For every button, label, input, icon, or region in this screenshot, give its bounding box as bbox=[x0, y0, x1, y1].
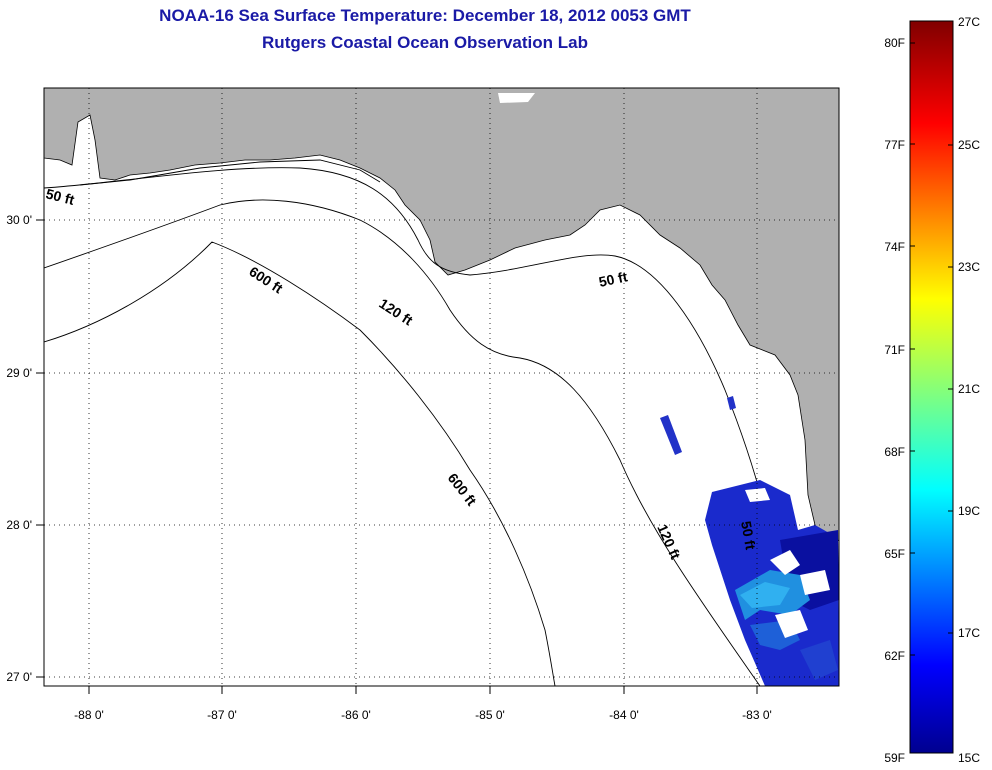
colorbar-c-15: 15C bbox=[958, 751, 980, 765]
colorbar-c-19: 19C bbox=[958, 504, 980, 518]
colorbar-f-59: 59F bbox=[884, 751, 905, 765]
colorbar-f-68: 68F bbox=[884, 445, 905, 459]
colorbar-f-65: 65F bbox=[884, 547, 905, 561]
lon-label-83: -83 0' bbox=[742, 708, 772, 722]
contour-label-50ft-east: 50 ft bbox=[597, 268, 629, 290]
colorbar-c-17: 17C bbox=[958, 626, 980, 640]
lake-okeechobee-fringe bbox=[498, 93, 535, 103]
lon-label-88: -88 0' bbox=[74, 708, 104, 722]
lat-label-27: 27 0' bbox=[6, 670, 32, 684]
contour-120ft bbox=[44, 199, 761, 686]
land-mass bbox=[44, 88, 839, 546]
colorbar-f-71: 71F bbox=[884, 343, 905, 357]
frame-ticks bbox=[36, 219, 758, 694]
barrier-islands bbox=[79, 159, 381, 186]
lat-label-28: 28 0' bbox=[6, 518, 32, 532]
colorbar-f-77: 77F bbox=[884, 138, 905, 152]
lon-label-87: -87 0' bbox=[207, 708, 237, 722]
lon-label-84: -84 0' bbox=[609, 708, 639, 722]
map-title: NOAA-16 Sea Surface Temperature: Decembe… bbox=[159, 6, 691, 25]
lon-label-86: -86 0' bbox=[341, 708, 371, 722]
contour-label-50ft-south: 50 ft bbox=[738, 520, 759, 551]
colorbar-ticks bbox=[910, 42, 953, 656]
colorbar-c-27: 27C bbox=[958, 15, 980, 29]
lon-label-85: -85 0' bbox=[475, 708, 505, 722]
map-frame bbox=[43, 87, 840, 687]
sst-data-patches bbox=[660, 396, 839, 686]
colorbar-c-23: 23C bbox=[958, 260, 980, 274]
colorbar-f-80: 80F bbox=[884, 36, 905, 50]
colorbar-f-74: 74F bbox=[884, 240, 905, 254]
lat-label-30: 30 0' bbox=[6, 213, 32, 227]
colorbar-f-62: 62F bbox=[884, 649, 905, 663]
colorbar-c-21: 21C bbox=[958, 382, 980, 396]
contour-label-50ft-west: 50 ft bbox=[44, 185, 76, 208]
contour-600ft bbox=[44, 241, 556, 686]
colorbar bbox=[909, 20, 954, 754]
map-subtitle: Rutgers Coastal Ocean Observation Lab bbox=[262, 33, 588, 52]
colorbar-c-25: 25C bbox=[958, 138, 980, 152]
lat-label-29: 29 0' bbox=[6, 366, 32, 380]
